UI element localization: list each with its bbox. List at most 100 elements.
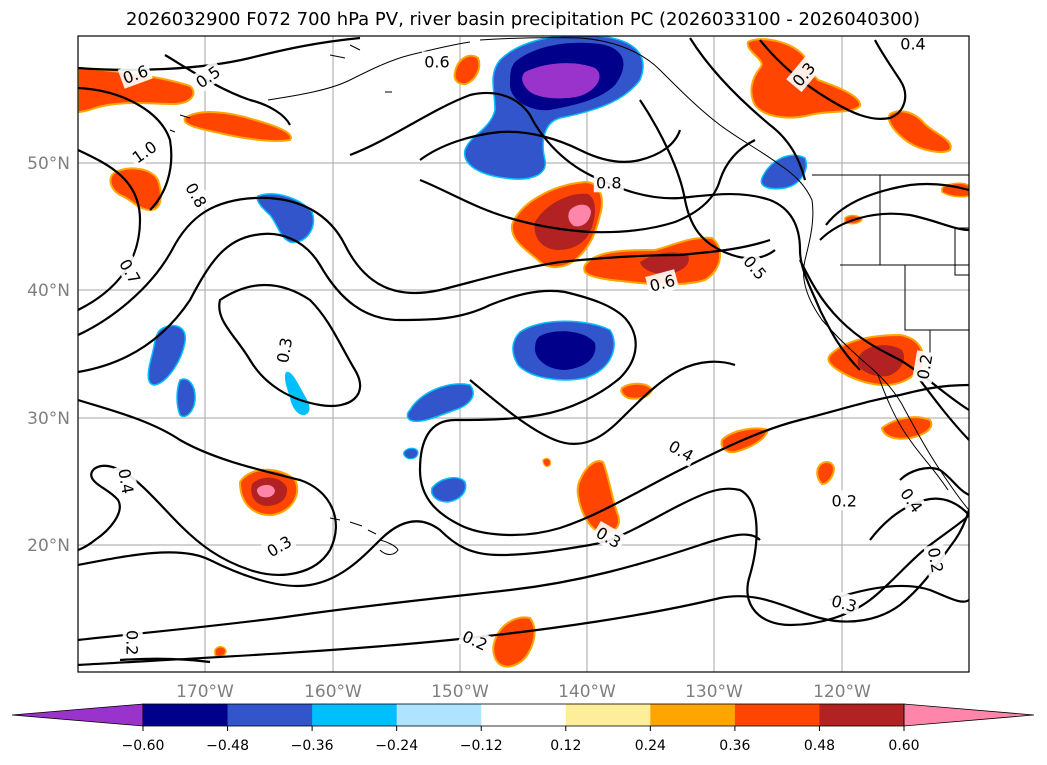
contour-label-background [421,51,452,72]
contour-label: 0.6 [424,52,449,71]
contour-label: 0.2 [924,546,947,574]
colorbar-tick-label: 0.36 [719,738,750,754]
pv-contour [919,379,969,441]
pv-contour [869,497,969,541]
pv-contour [78,86,173,211]
pv-contour [469,360,736,445]
pv-contour [689,37,807,181]
colorbar-segment [565,704,651,726]
border-states [840,175,969,360]
contour-label-background [593,172,624,193]
contour-label-background [126,134,163,169]
colorbar-tick-label: 0.60 [888,738,919,754]
pv-contour [899,466,969,497]
pv-contour [218,284,362,408]
colorbar-segment [734,704,820,726]
contour-label: 0.4 [900,35,925,54]
pv-contour [78,533,761,642]
pv-contour [119,657,211,664]
colorbar-segment [481,704,567,726]
precip-region-socal-core [857,345,905,377]
map-border [77,35,970,673]
precip-region-north-central-peak [568,204,591,227]
precip-region-south-central [492,616,536,668]
lon-label-120w: 120°W [813,682,871,702]
precip-region-dateline-south [176,378,196,418]
colorbar-segment [650,704,736,726]
pv-contour [819,212,969,241]
contour-label-background [180,177,213,213]
aleutian-islands [169,44,392,133]
precip-region-offshore-oregon-core [640,252,689,275]
pv-contour [419,129,682,164]
lat-label-20n: 20°N [27,536,70,556]
lon-label-170w: 170°W [176,682,234,702]
precip-region-hawaii-small [403,447,419,460]
contour-label-background [737,249,773,286]
latitude-labels: 50°N 40°N 30°N 20°N [27,154,70,556]
contour-label-background [114,253,147,290]
lat-label-40n: 40°N [27,281,70,301]
pv-contour [825,182,969,226]
colorbar-tick-label: −0.12 [460,738,503,754]
contour-labels: 0.6 0.51.00.80.70.30.40.30.20.60.40.30.80… [113,35,949,658]
coast-baja [877,374,949,491]
contour-label-background [271,333,297,367]
contour-label-background [923,543,949,577]
pv-contour [349,91,861,371]
lon-label-130w: 130°W [685,682,743,702]
colorbar-tick-label: 0.24 [635,738,666,754]
colorbar-extend-max [903,703,1035,727]
precip-region-dateline-north [147,324,186,386]
colorbar-segment [227,704,313,726]
contour-label-background [911,350,937,384]
contour-label: 0.8 [596,173,621,192]
contour-label-background [829,490,860,511]
contour-label-background [897,36,928,54]
lon-label-150w: 150°W [431,682,489,702]
precip-region-bc [760,154,807,190]
colorbar-tick-label: −0.60 [122,738,165,754]
contour-label-background [189,59,226,94]
precip-region-central-pacific-core [535,331,596,370]
contour-label: 0.2 [123,630,142,655]
colorbar-outline [142,703,905,727]
colorbar-tick-label: −0.24 [375,738,418,754]
precip-region-small-center [620,382,654,400]
precip-fill-negative [147,36,807,503]
contour-label-background [645,269,680,297]
colorbar: −0.60 −0.48 −0.36 −0.24 −0.12 0.12 0.24 0.36 0.4… [11,703,1035,754]
precip-region-hawaii-east [430,476,467,503]
contour-label-background [663,434,700,467]
pv-contour [419,139,756,234]
precip-region-gulf-alaska-peak [522,63,600,99]
contour-label-background [122,627,143,658]
lon-label-160w: 160°W [304,682,362,702]
colorbar-tick-label: −0.48 [206,738,249,754]
contour-label-background [113,464,139,498]
colorbar-tick-label: 0.12 [550,738,581,754]
pv-contour [799,259,969,411]
precip-region-baja [880,416,933,440]
colorbar-segment [312,704,398,726]
colorbar-tick-label: −0.36 [291,738,334,754]
longitude-labels: 170°W 160°W 150°W 140°W 130°W 120°W [176,682,871,702]
pv-contour [78,232,969,537]
pv-contour [78,398,337,576]
contour-label: 0.2 [832,491,857,510]
contour-label: 0.3 [273,336,296,364]
map-content: 0.6 0.51.00.80.70.30.40.30.20.60.40.30.80… [78,35,969,672]
colorbar-segment [396,704,482,726]
contour-label-background [457,624,493,656]
precip-region-midpacific [284,371,310,416]
pv-contour [78,196,771,336]
precip-region-northeast-far [887,110,952,153]
colorbar-segment [819,704,905,726]
precip-region-dot-4 [542,458,552,467]
precip-region-west-gulf-small [453,54,481,86]
contour-label: 0.2 [913,353,936,381]
colorbar-tick-label: 0.48 [804,738,835,754]
lat-label-50n: 50°N [27,154,70,174]
contour-label-background [786,56,821,93]
